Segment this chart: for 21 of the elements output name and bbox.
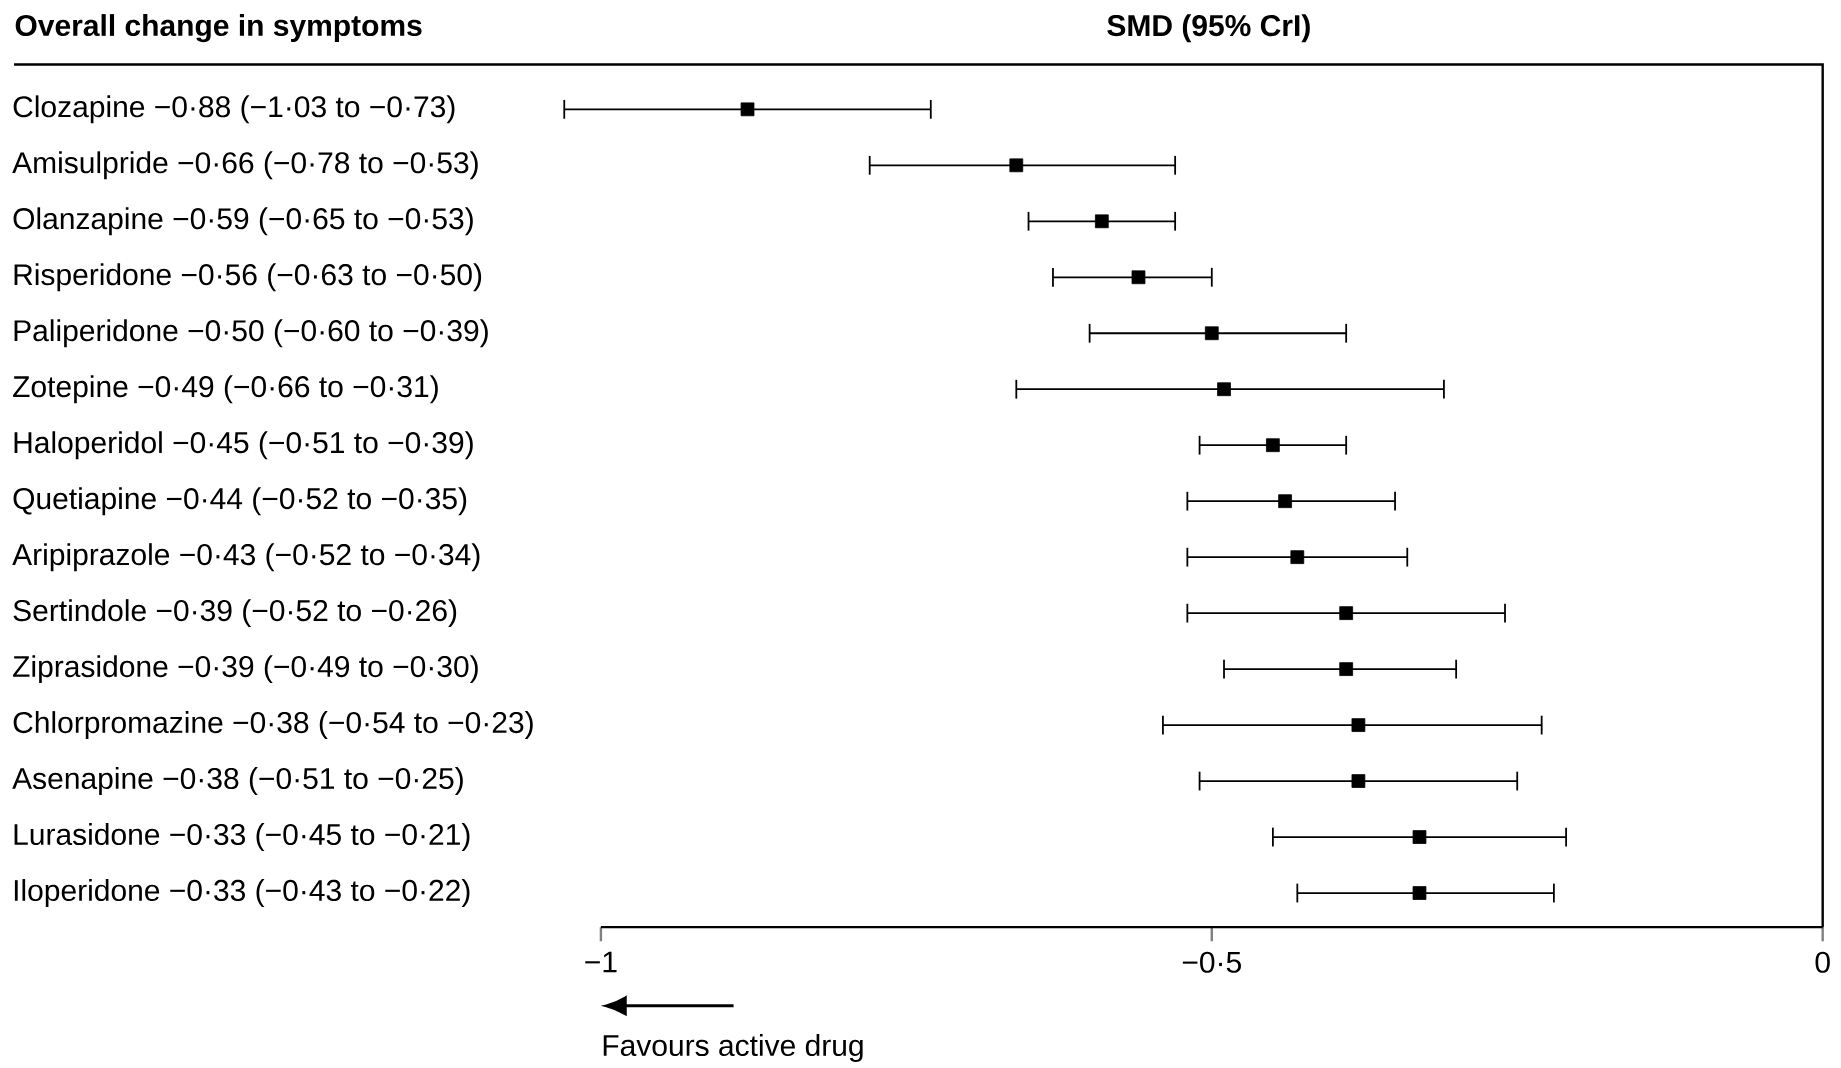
y-tick-label: Iloperidone −0·33 (−0·43 to −0·22) [14,879,470,907]
y-tick-label: Amisulpride −0·66 (−0·78 to −0·53) [12,151,478,180]
y-tick-label: Quetiapine −0·44 (−0·52 to −0·35) [13,487,467,516]
y-tick-label: Chlorpromazine −0·38 (−0·54 to −0·23) [13,711,533,740]
y-tick-label: Zotepine −0·49 (−0·66 to −0·31) [13,375,438,404]
text: Favours active drug [603,1034,863,1063]
y-tick-label: Ziprasidone −0·39 (−0·49 to −0·30) [13,655,478,684]
y-tick-label: Olanzapine −0·59 (−0·65 to −0·53) [13,207,473,236]
y-tick-label: Aripiprazole −0·43 (−0·52 to −0·34) [12,543,480,572]
y-tick-label: Lurasidone −0·33 (−0·45 to −0·21) [14,823,470,852]
text: Overall change in symptoms [15,14,422,43]
x-axis-title: SMD (95% CrI) [1107,14,1310,43]
x-tick-label: −1 [585,951,617,973]
y-tick-label: Haloperidol −0·45 (−0·51 to −0·39) [14,431,473,460]
y-tick-label: Asenapine −0·38 (−0·51 to −0·25) [12,767,463,796]
x-tick-label: −0·5 [1182,951,1241,973]
y-tick-label: Paliperidone −0·50 (−0·60 to −0·39) [14,319,488,348]
y-tick-label: Risperidone −0·56 (−0·63 to −0·50) [14,263,482,292]
y-tick-label: Clozapine −0·88 (−1·03 to −0·73) [13,95,455,124]
x-tick-label: 0 [1815,951,1830,973]
y-tick-label: Sertindole −0·39 (−0·52 to −0·26) [13,599,457,628]
